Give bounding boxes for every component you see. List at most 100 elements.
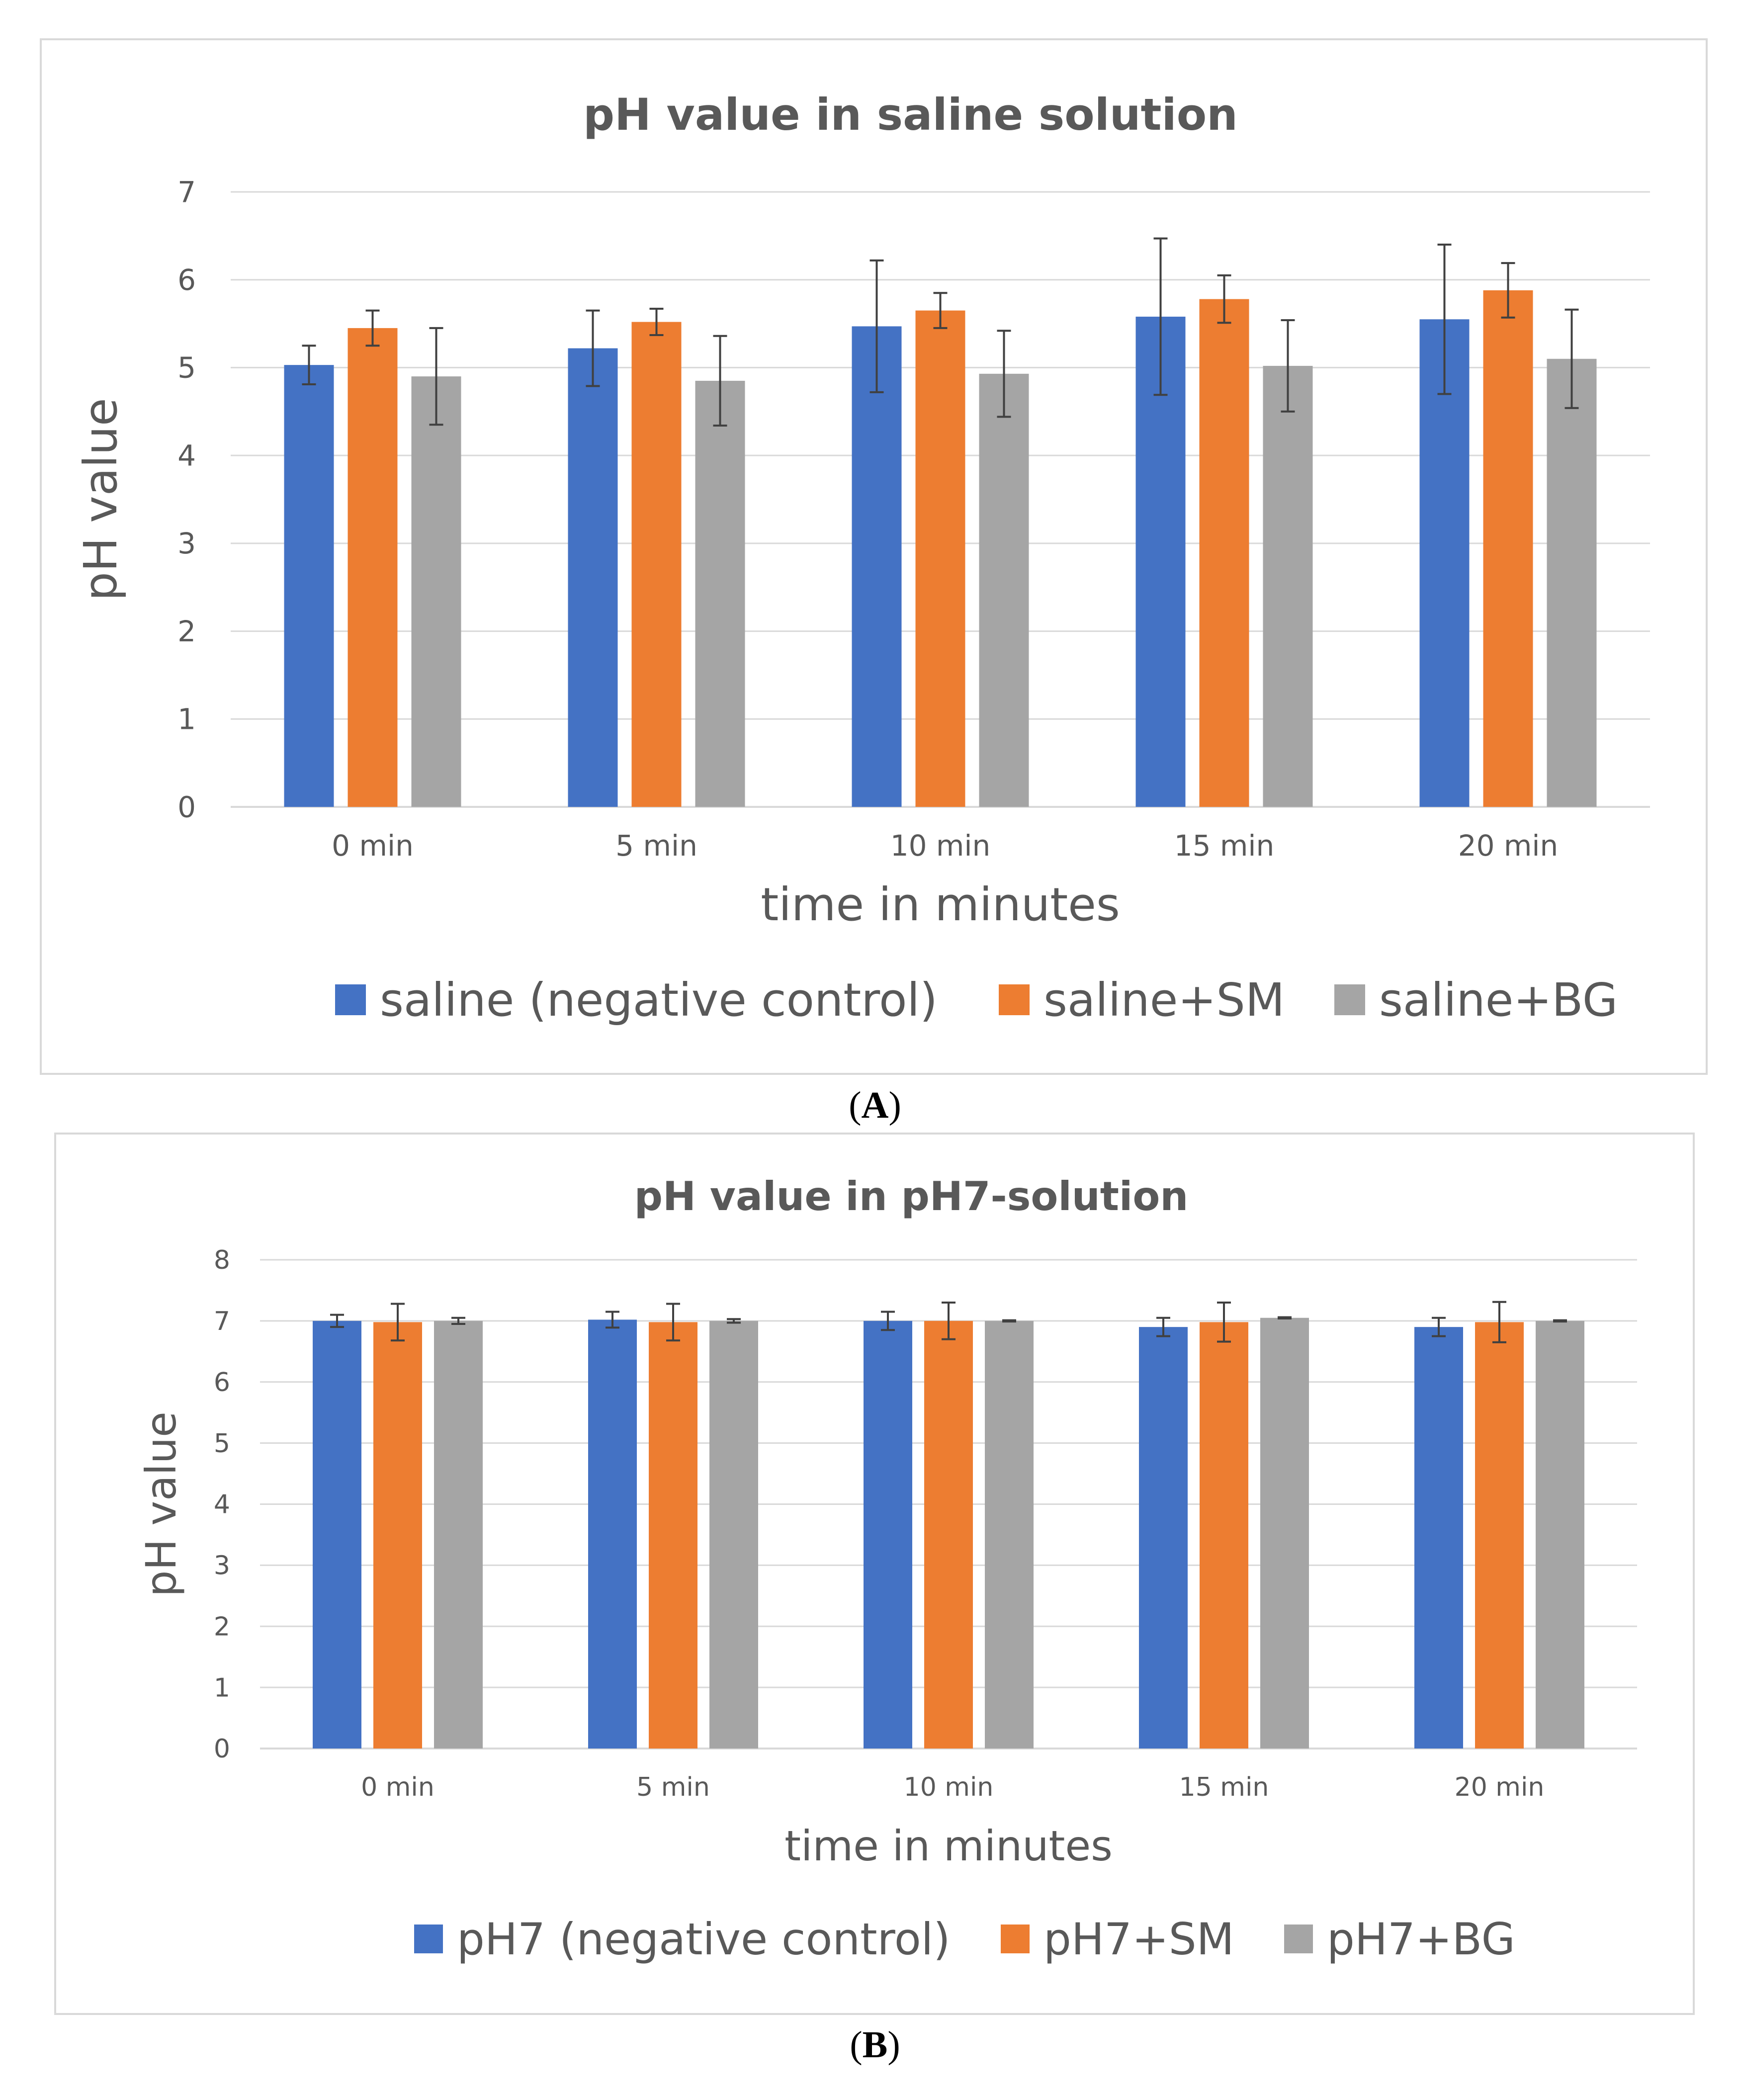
bar-group (1135, 237, 1313, 807)
bar-group (588, 1303, 758, 1749)
chart-title: pH value in pH7-solution (634, 1173, 1189, 1220)
error-bar (1002, 1319, 1016, 1323)
error-bar (649, 308, 664, 337)
y-tick-label: 7 (214, 1307, 230, 1336)
legend-swatch (1001, 1925, 1030, 1953)
error-bar (1492, 1301, 1506, 1343)
bar-2 (348, 328, 398, 807)
error-bar (586, 309, 600, 387)
y-axis-label: pH value (137, 1411, 185, 1597)
error-bar (330, 1313, 344, 1328)
legend-swatch (414, 1925, 443, 1953)
bar-1 (1139, 1327, 1188, 1749)
bar-1 (864, 1320, 912, 1749)
x-tick-label: 0 min (332, 829, 414, 863)
bar-2 (1475, 1322, 1524, 1749)
legend-label: saline+SM (1043, 973, 1285, 1027)
y-tick-label: 5 (214, 1429, 230, 1459)
y-tick-label: 4 (214, 1490, 230, 1520)
error-bar (391, 1303, 405, 1342)
panel-letter-a: A (861, 1084, 889, 1126)
bar-1 (568, 348, 618, 807)
bar-3 (695, 380, 745, 807)
y-tick-label: 1 (214, 1673, 230, 1703)
y-tick-label: 6 (177, 263, 196, 297)
legend-item: pH7+BG (1284, 1914, 1515, 1965)
bar-2 (373, 1322, 422, 1749)
y-tick-label: 2 (214, 1612, 230, 1642)
error-bar (429, 327, 443, 426)
bar-3 (1547, 358, 1597, 807)
legend-item: saline (negative control) (335, 973, 938, 1027)
bar-1 (1135, 316, 1186, 807)
chart-panel-a: pH value in saline solution 0 1 2 3 4 5 6 7 pH va… (40, 38, 1708, 1075)
legend-swatch (999, 984, 1030, 1015)
y-tick-label: 1 (177, 702, 196, 736)
bar-group (1414, 1301, 1584, 1749)
bar-2 (1483, 290, 1533, 807)
bar-3 (1536, 1320, 1584, 1749)
legend-item: saline+BG (1334, 973, 1618, 1027)
panel-caption-a: (A) (849, 1084, 901, 1126)
y-tick-label: 3 (177, 526, 196, 560)
bar-3 (985, 1320, 1034, 1749)
x-tick-label: 5 min (636, 1772, 710, 1802)
error-bar (1281, 319, 1295, 413)
y-tick-label: 6 (214, 1368, 230, 1398)
bar-1 (588, 1319, 637, 1749)
bar-3 (979, 373, 1029, 807)
bar-2 (924, 1320, 973, 1749)
legend: pH7 (negative control) pH7+SM pH7+BG (414, 1914, 1515, 1965)
error-bar (1156, 1316, 1170, 1337)
error-bar (869, 259, 884, 393)
y-tick-label: 8 (214, 1245, 230, 1275)
bar-1 (1414, 1327, 1463, 1749)
panel-caption-b: (B) (850, 2024, 900, 2066)
y-tick-label: 4 (177, 438, 196, 472)
error-bar (727, 1318, 741, 1324)
y-tick-label: 2 (177, 614, 196, 648)
error-bar (1217, 1302, 1231, 1343)
bar-group (313, 1303, 483, 1749)
bar-3 (709, 1320, 758, 1749)
error-bar (606, 1311, 619, 1329)
error-bar (881, 1311, 895, 1331)
bar-1 (284, 365, 334, 807)
legend-swatch (335, 984, 366, 1015)
x-tick-label: 5 min (615, 829, 697, 863)
bar-2 (631, 322, 682, 807)
error-bar (365, 309, 380, 347)
bar-2 (1199, 299, 1249, 807)
chart-title: pH value in saline solution (583, 89, 1238, 140)
chart-panel-b: pH value in pH7-solution 0 1 2 3 4 5 6 7 8 pH valu… (54, 1133, 1695, 2015)
bar-group (1139, 1302, 1309, 1749)
error-bar (1278, 1316, 1292, 1319)
bar-2 (649, 1322, 697, 1749)
error-bar (1437, 244, 1452, 395)
error-bar (997, 330, 1011, 418)
error-bar (1564, 308, 1579, 409)
bar-3 (411, 376, 461, 807)
x-tick-label: 20 min (1455, 1772, 1545, 1802)
error-bar (1217, 274, 1231, 324)
x-axis-label: time in minutes (784, 1822, 1113, 1870)
panel-letter-b: B (862, 2024, 888, 2066)
legend-label: pH7 (negative control) (457, 1914, 951, 1965)
x-tick-label: 10 min (890, 829, 991, 863)
error-bar (1553, 1319, 1567, 1323)
error-bar (942, 1302, 956, 1340)
legend-label: saline (negative control) (380, 973, 938, 1027)
legend-item: pH7+SM (1001, 1914, 1234, 1965)
y-axis-label: pH value (74, 398, 127, 601)
chart-a: pH value in saline solution 0 1 2 3 4 5 6 7 pH va… (74, 89, 1650, 1027)
bar-1 (1419, 319, 1470, 807)
error-bar (666, 1303, 680, 1342)
bar-3 (1263, 365, 1313, 807)
y-tick-label: 3 (214, 1551, 230, 1581)
x-axis-label: time in minutes (761, 878, 1120, 931)
x-tick-label: 15 min (1174, 829, 1275, 863)
y-tick-label: 0 (177, 790, 196, 824)
error-bar (1501, 262, 1515, 319)
y-tick-label: 5 (177, 351, 196, 385)
x-tick-label: 10 min (904, 1772, 994, 1802)
